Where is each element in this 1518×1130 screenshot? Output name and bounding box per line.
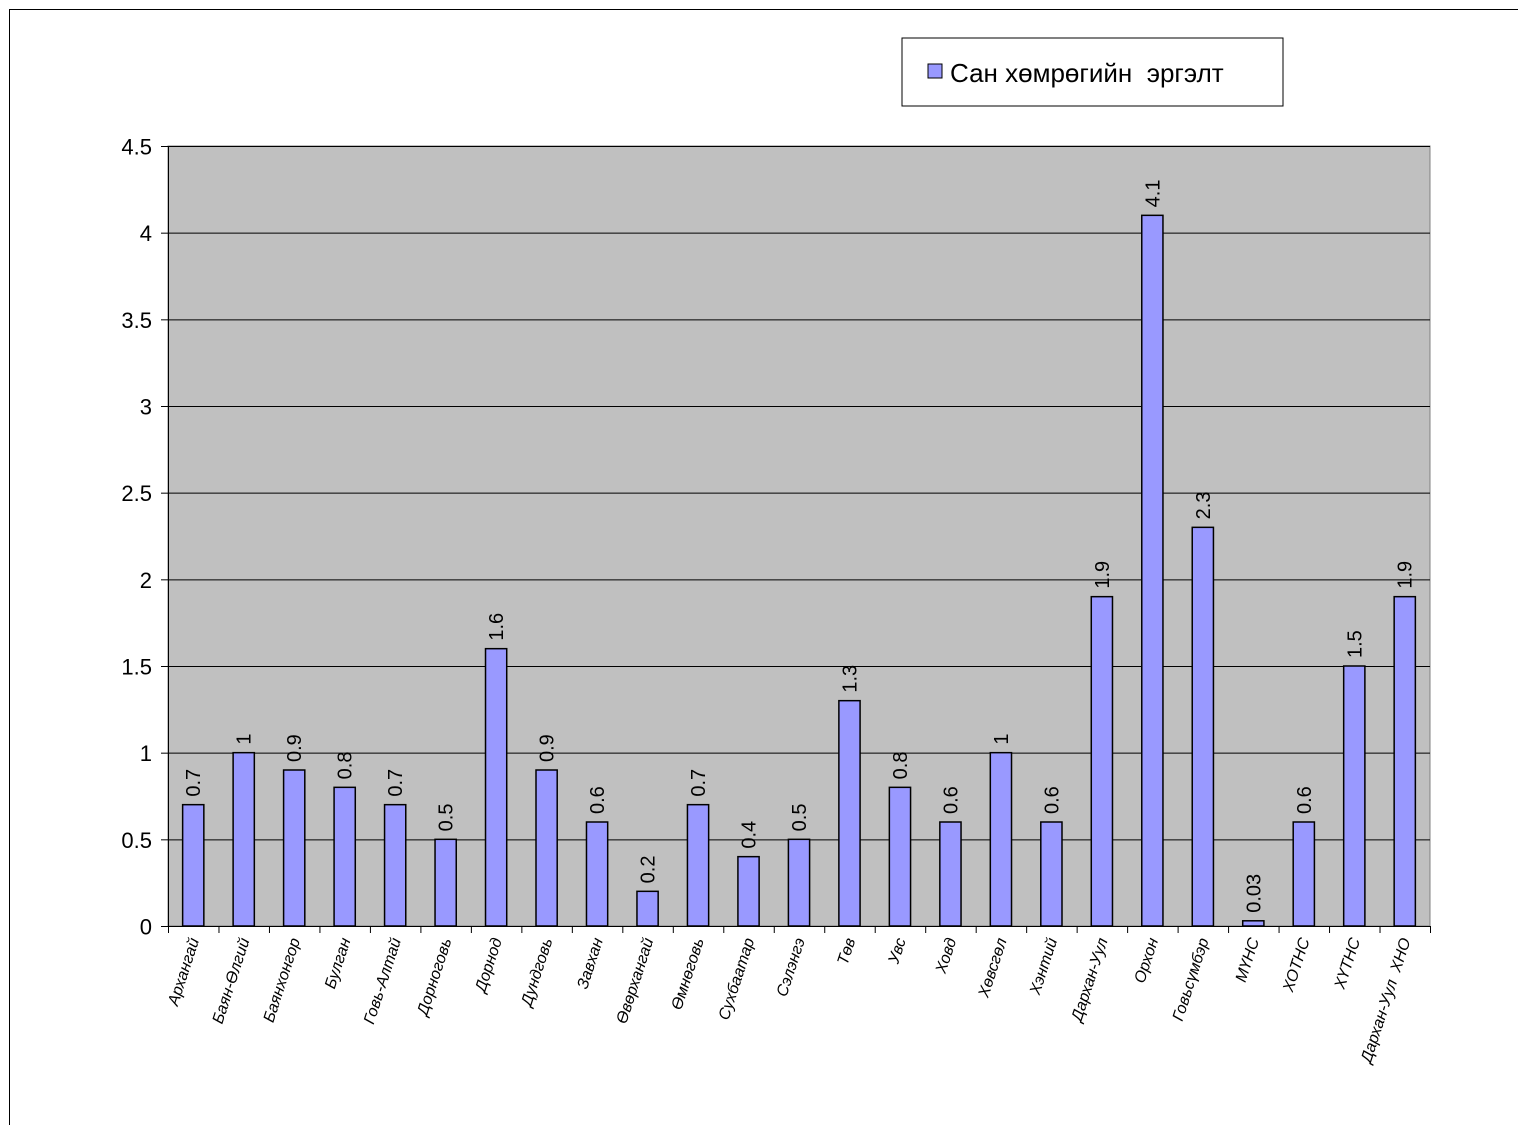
data-label: 0.5 <box>436 804 458 832</box>
bar <box>1344 666 1365 926</box>
data-label: 2.3 <box>1193 492 1215 520</box>
bar <box>637 891 658 926</box>
bar <box>738 857 759 926</box>
data-label: 0.4 <box>739 821 761 849</box>
data-label: 1.9 <box>1092 561 1114 589</box>
data-label: 0.9 <box>537 734 559 762</box>
y-tick-label: 0 <box>140 915 152 940</box>
data-label: 0.7 <box>688 769 710 797</box>
y-tick-label: 3 <box>140 395 152 420</box>
data-label: 1.9 <box>1395 561 1417 589</box>
bar <box>486 649 507 926</box>
data-label: 0.03 <box>1243 874 1265 913</box>
y-tick-label: 1 <box>140 741 152 766</box>
data-label: 1.6 <box>486 613 508 641</box>
y-tick-label: 2 <box>140 568 152 593</box>
legend-label: Сан хөмрөгийн эргэлт <box>950 58 1224 88</box>
data-label: 0.7 <box>385 769 407 797</box>
y-tick-label: 4 <box>140 221 152 246</box>
bar <box>334 787 355 926</box>
y-tick-label: 3.5 <box>121 308 152 333</box>
bar <box>1091 597 1112 926</box>
bar <box>385 805 406 926</box>
bar <box>435 839 456 926</box>
bar <box>687 805 708 926</box>
data-label: 0.7 <box>183 769 205 797</box>
data-label: 0.9 <box>284 734 306 762</box>
data-label: 1.5 <box>1344 630 1366 658</box>
data-label: 4.1 <box>1142 180 1164 208</box>
bar <box>536 770 557 926</box>
data-label: 0.6 <box>1041 786 1063 814</box>
data-label: 0.8 <box>335 752 357 780</box>
bar <box>889 787 910 926</box>
data-label: 0.8 <box>890 752 912 780</box>
bar <box>1041 822 1062 926</box>
data-label: 0.6 <box>587 786 609 814</box>
bar <box>284 770 305 926</box>
y-tick-label: 1.5 <box>121 655 152 680</box>
bar <box>1243 921 1264 926</box>
bar <box>788 839 809 926</box>
data-label: 0.5 <box>789 804 811 832</box>
data-label: 0.6 <box>940 786 962 814</box>
data-label: 1.3 <box>839 665 861 693</box>
bar <box>839 701 860 926</box>
bar <box>1293 822 1314 926</box>
y-tick-label: 2.5 <box>121 481 152 506</box>
y-tick-label: 0.5 <box>121 828 152 853</box>
bar <box>586 822 607 926</box>
bar <box>1192 527 1213 926</box>
bar <box>183 805 204 926</box>
bar <box>990 753 1011 926</box>
data-label: 0.6 <box>1294 786 1316 814</box>
y-tick-label: 4.5 <box>121 135 152 160</box>
data-label: 0.2 <box>638 856 660 884</box>
data-label: 1 <box>991 734 1013 745</box>
bar <box>1142 215 1163 926</box>
bar <box>940 822 961 926</box>
bar <box>233 753 254 926</box>
legend: Сан хөмрөгийн эргэлт <box>902 38 1283 106</box>
data-label: 1 <box>234 734 256 745</box>
bar <box>1394 597 1415 926</box>
legend-swatch <box>928 64 942 78</box>
